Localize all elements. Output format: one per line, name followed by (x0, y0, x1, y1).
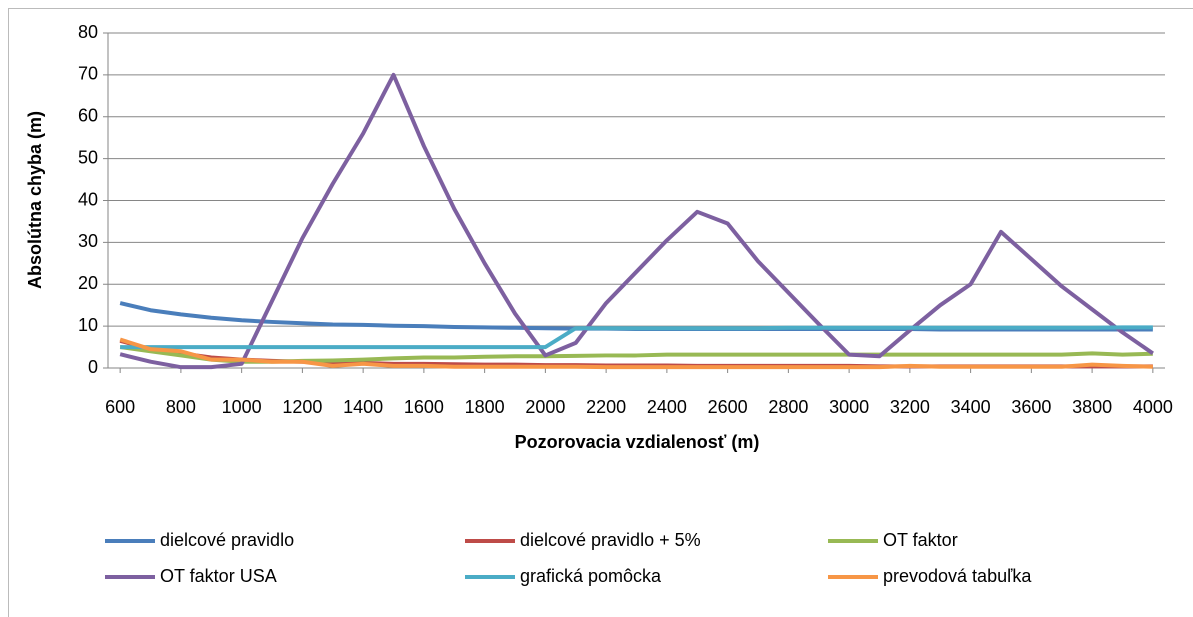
x-tick-label: 1400 (343, 397, 383, 417)
series-line (119, 337, 1153, 370)
x-tick-label: 1800 (465, 397, 505, 417)
y-axis-title: Absolútna chyba (m) (25, 111, 45, 289)
x-tick-label: 3400 (951, 397, 991, 417)
x-tick-label: 2400 (647, 397, 687, 417)
legend-label: prevodová tabuľka (883, 566, 1032, 586)
legend-label: grafická pomôcka (520, 566, 662, 586)
legend-label: dielcové pravidlo (160, 530, 294, 550)
legend-label: OT faktor USA (160, 566, 277, 586)
y-tick-label: 60 (78, 106, 98, 126)
series-line (119, 72, 1154, 370)
legend-label: dielcové pravidlo + 5% (520, 530, 701, 550)
x-tick-label: 1600 (404, 397, 444, 417)
y-tick-label: 50 (78, 147, 98, 167)
x-tick-label: 1200 (282, 397, 322, 417)
x-tick-label: 2200 (586, 397, 626, 417)
y-tick-label: 30 (78, 231, 98, 251)
x-tick-label: 3200 (890, 397, 930, 417)
legend-label: OT faktor (883, 530, 958, 550)
x-tick-label: 3800 (1072, 397, 1112, 417)
y-tick-label: 10 (78, 315, 98, 335)
chart-frame (8, 8, 1193, 617)
x-tick-label: 2000 (525, 397, 565, 417)
y-tick-label: 40 (78, 189, 98, 209)
x-tick-label: 800 (166, 397, 196, 417)
y-tick-label: 20 (78, 273, 98, 293)
y-tick-label: 70 (78, 64, 98, 84)
x-tick-label: 2800 (768, 397, 808, 417)
x-tick-label: 1000 (222, 397, 262, 417)
y-tick-label: 80 (78, 22, 98, 42)
x-tick-label: 2600 (708, 397, 748, 417)
x-tick-label: 4000 (1133, 397, 1173, 417)
y-tick-label: 0 (88, 357, 98, 377)
x-tick-label: 600 (105, 397, 135, 417)
x-tick-label: 3000 (829, 397, 869, 417)
x-axis-title: Pozorovacia vzdialenosť (m) (515, 432, 760, 452)
x-tick-label: 3600 (1011, 397, 1051, 417)
series-line (119, 301, 1153, 332)
series-line (120, 325, 1153, 350)
